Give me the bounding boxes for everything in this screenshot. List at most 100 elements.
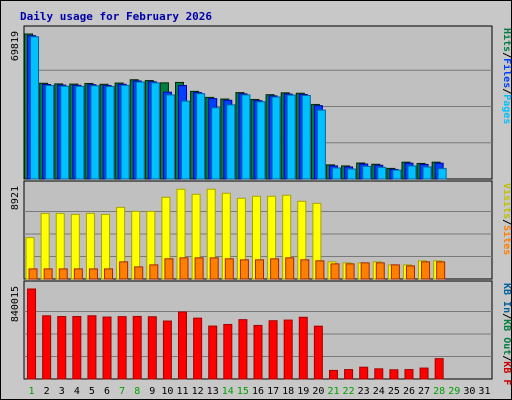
day-label-11: 11: [176, 386, 188, 397]
bar-pages-day-3: [60, 85, 70, 180]
day-label-31: 31: [478, 386, 490, 397]
day-label-24: 24: [373, 386, 385, 397]
day-label-21: 21: [327, 386, 339, 397]
day-label-19: 19: [297, 386, 309, 397]
legend-entry: /: [501, 313, 511, 319]
bar-kb-f-day-27: [419, 367, 429, 380]
day-label-4: 4: [74, 386, 80, 397]
bar-sites-day-6: [104, 268, 114, 280]
bar-kb-f-day-21: [328, 369, 338, 380]
bar-pages-day-18: [286, 94, 296, 180]
panel-requests: 69819 Hits/Files/Pages: [10, 25, 511, 180]
legend-entry: /: [501, 219, 511, 225]
bar-sites-day-11: [179, 257, 189, 280]
bar-sites-day-12: [194, 257, 204, 280]
day-label-6: 6: [104, 386, 110, 397]
bar-kb-f-day-14: [223, 323, 233, 380]
bar-kb-f-day-6: [102, 316, 112, 380]
bar-sites-day-17: [270, 258, 280, 280]
bar-sites-day-10: [164, 258, 174, 280]
legend-text: Hits/Files/Pages: [501, 28, 511, 124]
bar-pages-day-15: [241, 94, 251, 180]
bar-pages-day-26: [407, 165, 417, 180]
bar-kb-f-day-20: [313, 325, 323, 380]
legend-text: KB In/KB Out/KB F: [501, 283, 511, 385]
bar-kb-f-day-12: [193, 317, 203, 380]
bar-sites-day-18: [285, 257, 295, 280]
bar-kb-f-day-2: [42, 315, 52, 380]
day-label-10: 10: [161, 386, 173, 397]
chart-title: Daily usage for February 2026: [20, 10, 212, 23]
bar-kb-f-day-22: [344, 369, 354, 380]
bar-kb-f-day-16: [253, 324, 263, 380]
bar-pages-day-11: [181, 100, 191, 180]
bar-pages-day-20: [316, 109, 326, 180]
legend-entry: KB Out: [501, 319, 511, 355]
bar-pages-day-27: [422, 166, 432, 180]
bar-sites-day-24: [375, 262, 385, 280]
bar-pages-day-8: [135, 81, 145, 180]
day-label-8: 8: [134, 386, 140, 397]
bar-kb-f-day-5: [87, 315, 97, 380]
bar-pages-day-2: [45, 85, 55, 180]
day-label-18: 18: [282, 386, 294, 397]
legend-entry: Hits: [501, 28, 511, 52]
bar-sites-day-8: [134, 266, 144, 280]
bar-sites-day-2: [43, 268, 53, 280]
bar-pages-day-9: [150, 82, 160, 180]
bar-pages-day-17: [271, 96, 281, 180]
legend-entry: /: [501, 52, 511, 58]
panel-traffic: 840015 KB In/KB Out/KB F: [10, 280, 511, 385]
day-label-28: 28: [433, 386, 445, 397]
bar-sites-day-16: [255, 259, 264, 280]
legend-entry: KB In: [501, 283, 511, 313]
bar-kb-f-day-4: [72, 316, 82, 380]
bar-sites-day-25: [390, 264, 400, 280]
legend-entry: /: [501, 88, 511, 94]
panel-traffic-max-label: 840015: [10, 286, 21, 322]
day-label-26: 26: [403, 386, 415, 397]
bar-pages-day-25: [392, 169, 402, 180]
bar-kb-f-day-24: [374, 368, 384, 380]
day-label-17: 17: [267, 386, 279, 397]
bar-sites-day-22: [345, 263, 355, 280]
legend-entry: Sites: [501, 225, 511, 255]
bar-kb-f-day-15: [238, 319, 248, 380]
day-label-27: 27: [418, 386, 430, 397]
bar-sites-day-15: [239, 259, 249, 280]
bar-sites-day-3: [58, 268, 68, 280]
bar-sites-day-4: [73, 268, 83, 280]
bar-pages-day-13: [211, 107, 221, 180]
bar-sites-day-5: [88, 268, 98, 280]
bar-pages-day-12: [196, 93, 206, 180]
day-label-16: 16: [252, 386, 264, 397]
bar-sites-day-7: [119, 261, 129, 280]
day-label-9: 9: [149, 386, 155, 397]
day-label-2: 2: [44, 386, 50, 397]
day-label-15: 15: [237, 386, 249, 397]
bar-pages-day-1: [30, 36, 40, 180]
panel-visitors-legend: Visits/Sites: [501, 183, 511, 255]
legend-text: Visits/Sites: [501, 183, 511, 255]
legend-entry: /: [501, 355, 511, 361]
bar-sites-day-20: [315, 260, 325, 280]
bar-kb-f-day-1: [27, 288, 37, 380]
bar-pages-day-23: [362, 165, 372, 180]
bar-pages-day-16: [256, 101, 266, 180]
bar-sites-day-1: [28, 268, 38, 280]
bar-sites-day-23: [360, 262, 370, 280]
day-label-29: 29: [448, 386, 460, 397]
bar-kb-f-day-17: [268, 320, 278, 380]
bar-sites-day-27: [421, 261, 431, 280]
bar-kb-f-day-11: [178, 311, 188, 380]
day-label-14: 14: [222, 386, 234, 397]
bar-pages-day-5: [90, 85, 100, 180]
bar-pages-day-22: [347, 168, 357, 180]
bar-pages-day-4: [75, 85, 85, 180]
bar-kb-f-day-9: [147, 316, 157, 380]
day-label-5: 5: [89, 386, 95, 397]
bar-kb-f-day-8: [132, 315, 142, 380]
bar-pages-day-10: [165, 94, 175, 180]
day-label-22: 22: [343, 386, 355, 397]
